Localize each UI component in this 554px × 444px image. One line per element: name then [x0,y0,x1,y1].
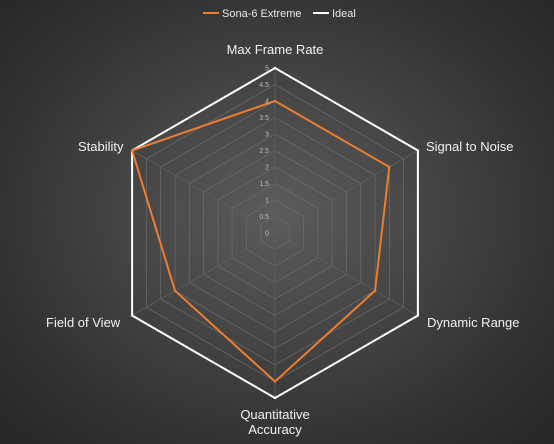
tick-label: 3.5 [259,115,269,122]
tick-label: 1 [265,198,269,205]
series-point [273,396,277,400]
tick-label: 3 [265,132,269,139]
series-point [416,149,420,152]
tick-label: 0 [265,231,269,238]
series-point [273,99,277,103]
category-label: Field of View [46,315,121,330]
category-label: Quantitative [240,407,309,422]
axis-spoke [274,150,419,234]
tick-label: 1.5 [259,181,269,188]
category-label: Accuracy [248,422,302,437]
series-point [173,289,177,292]
tick-label: 4.5 [259,82,269,89]
legend-label: Sona-6 Extreme [222,8,301,20]
series-point [273,380,277,383]
axis-spoke [131,232,276,316]
category-label: Signal to Noise [426,139,513,154]
tick-label: 4 [265,99,269,106]
tick-label: 2 [265,165,269,172]
category-label: Max Frame Rate [227,42,324,57]
series-point [130,314,134,317]
series-point [416,314,420,317]
tick-label: 5 [265,66,269,73]
series-point [273,66,277,70]
tick-label: 0.5 [259,214,269,221]
series-point [388,165,391,169]
category-label: Stability [78,139,124,154]
legend-label: Ideal [332,8,356,20]
category-label: Dynamic Range [427,315,520,330]
series-point [130,149,134,152]
axis-spoke [274,232,419,316]
tick-label: 2.5 [259,148,269,155]
axis-spoke [131,150,276,234]
series-point [373,289,377,292]
